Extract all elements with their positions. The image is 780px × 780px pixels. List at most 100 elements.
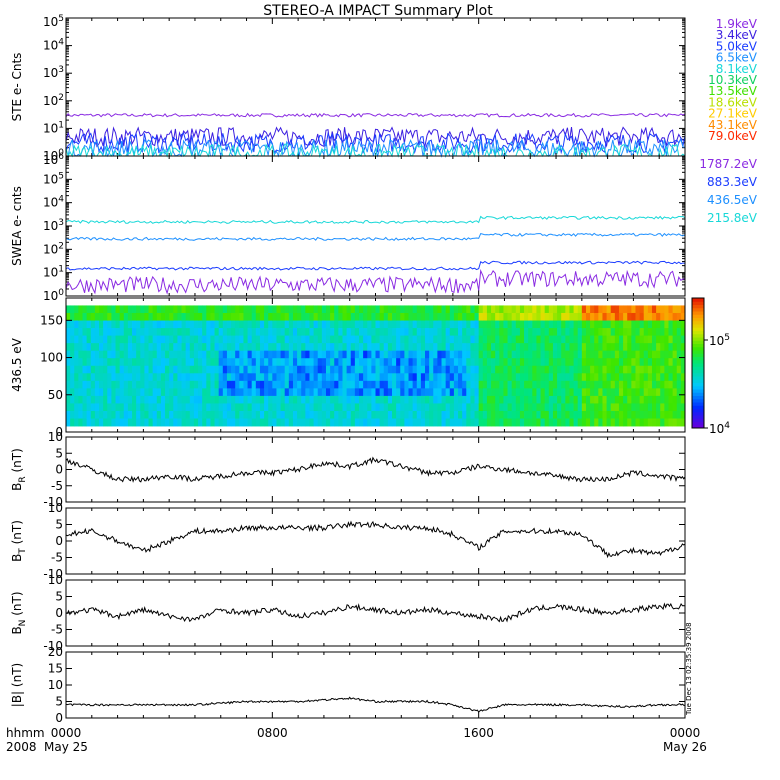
heatmap-cell xyxy=(503,335,508,344)
heatmap-cell xyxy=(552,328,558,336)
heatmap-cell xyxy=(202,358,207,367)
heatmap-cell xyxy=(70,358,75,367)
heatmap-cell xyxy=(594,335,599,344)
heatmap-cell xyxy=(127,410,133,419)
heatmap-cell xyxy=(239,358,244,367)
heatmap-cell xyxy=(198,358,203,367)
heatmap-cell xyxy=(429,388,434,397)
heatmap-cell xyxy=(288,305,294,314)
heatmap-cell xyxy=(210,358,215,367)
heatmap-cell xyxy=(486,403,492,412)
heatmap-cell xyxy=(462,350,467,359)
heatmap-cell xyxy=(594,388,599,397)
heatmap-cell xyxy=(627,320,632,329)
heatmap-cell xyxy=(288,380,294,389)
heatmap-cell xyxy=(243,305,248,314)
heatmap-cell xyxy=(239,365,244,374)
heatmap-cell xyxy=(66,320,71,329)
heatmap-cell xyxy=(511,328,517,336)
heatmap-cell xyxy=(396,380,401,389)
heatmap-cell xyxy=(140,358,145,367)
heatmap-cell xyxy=(602,350,607,359)
heatmap-cell xyxy=(181,305,187,314)
heatmap-cell xyxy=(259,365,265,374)
heatmap-cell xyxy=(297,320,302,329)
heatmap-cell xyxy=(614,328,620,336)
heatmap-cell xyxy=(470,343,475,352)
heatmap-cell xyxy=(404,410,409,419)
heatmap-cell xyxy=(144,373,149,382)
heatmap-cell xyxy=(656,380,661,389)
heatmap-cell xyxy=(185,380,191,389)
heatmap-cell xyxy=(651,395,657,404)
heatmap-cell xyxy=(156,388,162,397)
heatmap-cell xyxy=(350,373,356,382)
heatmap-cell xyxy=(235,373,240,382)
heatmap-cell xyxy=(363,350,368,359)
heatmap-cell xyxy=(651,350,657,359)
heatmap-cell xyxy=(425,343,430,352)
heatmap-cell xyxy=(590,380,595,389)
heatmap-cell xyxy=(94,403,100,412)
heatmap-cell xyxy=(330,358,335,367)
heatmap-cell xyxy=(515,365,521,374)
heatmap-cell xyxy=(618,350,624,359)
heatmap-cell xyxy=(354,365,360,374)
heatmap-cell xyxy=(623,373,628,382)
heatmap-cell xyxy=(218,395,224,404)
heatmap-cell xyxy=(383,305,389,314)
heatmap-cell xyxy=(280,328,286,336)
heatmap-cell xyxy=(614,395,620,404)
heatmap-cell xyxy=(264,410,269,419)
heatmap-cell xyxy=(86,335,92,344)
colorbar-cell xyxy=(692,330,704,335)
heatmap-cell xyxy=(462,380,467,389)
heatmap-cell xyxy=(610,395,616,404)
heatmap-cell xyxy=(536,388,541,397)
heatmap-cell xyxy=(404,343,409,352)
heatmap-cell xyxy=(540,373,546,382)
heatmap-cell xyxy=(280,343,286,352)
heatmap-cell xyxy=(177,343,182,352)
heatmap-cell xyxy=(676,305,682,314)
heatmap-cell xyxy=(222,305,228,314)
heatmap-cell xyxy=(524,343,529,352)
heatmap-cell xyxy=(367,388,372,397)
heatmap-cell xyxy=(495,328,500,336)
heatmap-cell xyxy=(437,343,442,352)
heatmap-cell xyxy=(354,410,360,419)
heatmap-cell xyxy=(375,358,381,367)
series-line-3.4keV xyxy=(65,126,686,148)
heatmap-cell xyxy=(74,410,79,419)
heatmap-cell xyxy=(115,418,121,427)
heatmap-cell xyxy=(540,365,546,374)
heatmap-cell xyxy=(70,418,75,427)
heatmap-cell xyxy=(99,380,104,389)
heatmap-cell xyxy=(668,403,674,412)
heatmap-cell xyxy=(528,395,533,404)
legend-entry: 1787.2eV xyxy=(699,157,757,171)
heatmap-cell xyxy=(581,328,587,336)
heatmap-cell xyxy=(99,358,104,367)
heatmap-cell xyxy=(387,328,393,336)
heatmap-cell xyxy=(334,365,339,374)
heatmap-cell xyxy=(115,335,121,344)
heatmap-cell xyxy=(383,380,389,389)
heatmap-cell xyxy=(358,373,364,382)
heatmap-cell xyxy=(590,403,595,412)
heatmap-cell xyxy=(193,380,199,389)
heatmap-cell xyxy=(449,320,455,329)
heatmap-cell xyxy=(408,358,414,367)
heatmap-cell xyxy=(495,320,500,329)
heatmap-cell xyxy=(598,373,603,382)
heatmap-cell xyxy=(396,403,401,412)
heatmap-cell xyxy=(243,312,248,321)
heatmap-cell xyxy=(111,403,116,412)
heatmap-cell xyxy=(144,418,149,427)
heatmap-cell xyxy=(594,320,599,329)
heatmap-cell xyxy=(156,320,162,329)
heatmap-cell xyxy=(181,373,187,382)
heatmap-cell xyxy=(218,373,224,382)
heatmap-cell xyxy=(569,312,574,321)
heatmap-cell xyxy=(181,350,187,359)
